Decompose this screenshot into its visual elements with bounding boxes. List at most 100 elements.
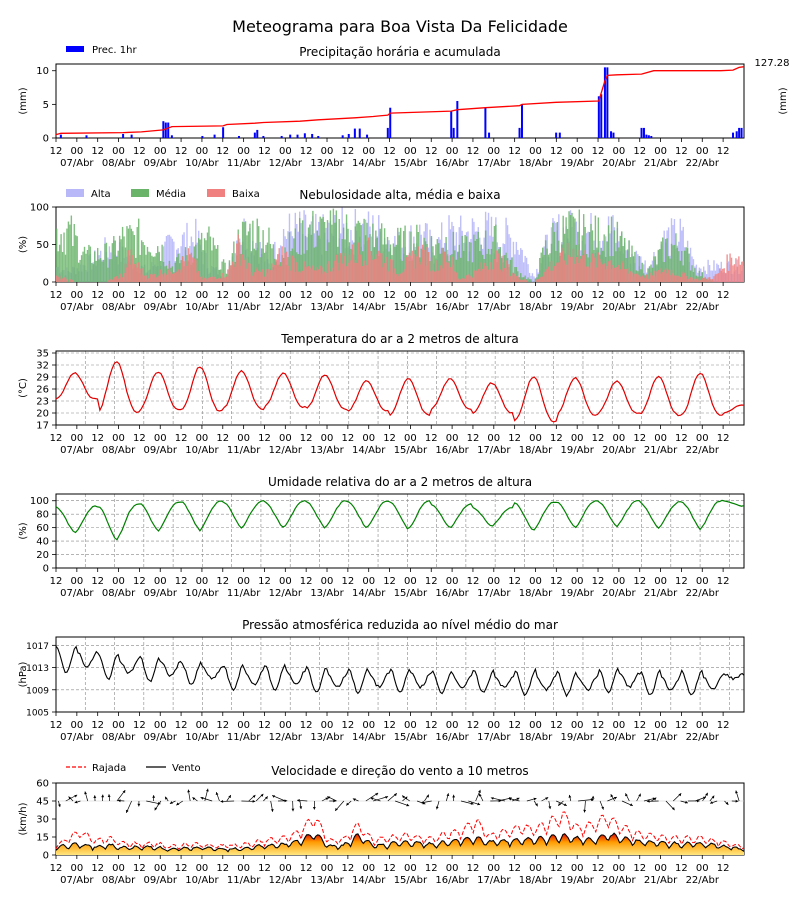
cloud-mid-bar [268,227,270,282]
cloud-low-bar [580,258,582,282]
cloud-low-bar [369,251,371,282]
cloud-mid-bar [323,221,326,282]
cloud-low-bar [328,261,330,282]
x-hour-label: 12 [300,146,313,157]
precip-bar [201,135,204,138]
wind-arrow-head [613,797,617,800]
panel-pressure: 1005 1009 1013 1017 12 00 12 00 12 00 12 00 12 00 12 00… [18,618,745,743]
x-hour-label: 00 [571,863,584,874]
x-hour-label: 12 [633,576,646,587]
x-hour-label: 00 [696,433,709,444]
cloud-mid-bar [99,258,102,282]
cloud-low-bar [116,275,118,282]
cloud-mid-bar [241,221,244,282]
cloud-low-bar [291,255,294,282]
cloud-low-bar [562,250,564,282]
precip-bar [597,96,600,138]
cloud-mid-bar [542,247,544,282]
wind-arrow-head [452,794,456,798]
cloud-mid-bar [487,248,490,282]
cloud-low-bar [126,267,128,282]
x-hour-label: 00 [154,720,167,731]
y-axis-label: (km/h) [18,802,29,835]
wind-arrow-head [478,793,482,797]
cloud-low-bar [549,270,551,282]
cloud-low-bar [514,273,516,282]
cloud-low-bar [691,277,693,282]
cloud-high-bar [170,236,172,282]
cloud-low-bar [114,277,116,282]
x-day-label: 17/Abr [477,158,511,169]
cloud-low-bar [259,272,261,282]
cloud-mid-bar [63,232,65,282]
wind-arrow-head [406,803,410,807]
precip-bar [732,132,735,138]
y-tick-label: 80 [36,510,49,521]
cloud-low-bar [602,264,604,282]
cloud-low-bar [561,247,563,282]
cloud-high-bar [643,264,645,282]
x-day-label: 20/Abr [602,588,636,599]
x-hour-label: 00 [321,720,334,731]
x-hour-label: 00 [571,146,584,157]
x-day-label: 20/Abr [602,875,636,886]
cloud-low-bar [133,264,135,282]
cloud-low-bar [432,270,434,282]
cloud-high-bar [522,262,525,282]
cloud-low-bar [697,280,699,282]
cloud-mid-bar [402,231,405,282]
cloud-mid-bar [594,215,597,282]
y-tick-label: 0 [43,278,49,289]
precip-bar [389,107,392,138]
cloud-low-bar [145,275,147,282]
cloud-mid-bar [553,231,556,282]
cloud-low-bar [146,279,149,282]
cloud-high-bar [682,226,684,282]
wind-arrow-head [711,795,715,799]
x-hour-label: 12 [341,433,354,444]
wind-arrow-head [671,807,675,811]
plot-frame [55,206,745,283]
cloud-low-bar [236,243,238,282]
cloud-high-bar [689,247,692,282]
x-hour-label: 12 [425,433,438,444]
cloud-low-bar [471,277,474,282]
legend-swatch-cloud [131,189,149,197]
x-day-label: 08/Abr [102,302,136,313]
x-hour-label: 00 [446,290,459,301]
cloud-high-bar [703,266,705,282]
x-hour-label: 12 [633,433,646,444]
cloud-mid-bar [479,251,481,282]
y-tick-label: 20 [36,550,49,561]
x-hour-label: 12 [675,433,688,444]
cloud-mid-bar [60,234,62,282]
cloud-low-bar [70,279,73,282]
cloud-high-bar [587,231,589,282]
y-tick-label: 1013 [26,664,49,674]
cloud-high-bar [710,270,712,282]
cloud-high-bar [705,274,708,282]
cloud-mid-bar [212,237,215,282]
cloud-low-bar [332,271,335,282]
cloud-low-bar [701,278,703,282]
precip-bar [164,122,167,138]
x-hour-label: 00 [70,863,83,874]
cloud-mid-bar [143,245,146,282]
precip-bar [253,132,256,138]
x-hour-label: 00 [279,720,292,731]
cloud-low-bar [420,264,422,282]
precip-bar [296,134,299,138]
cloud-low-bar [483,262,485,282]
x-hour-label: 12 [133,146,146,157]
cloud-low-bar [168,264,171,282]
cloud-low-bar [258,270,260,282]
cloud-low-bar [581,255,583,282]
x-hour-label: 12 [467,433,480,444]
cloud-mid-bar [98,259,100,282]
cloud-mid-bar [72,246,74,282]
y-tick-label: 100 [30,496,49,507]
cloud-mid-bar [701,272,703,282]
cloud-low-bar [522,279,525,282]
cloud-mid-bar [96,247,99,282]
wind-arrow-head [220,800,224,803]
